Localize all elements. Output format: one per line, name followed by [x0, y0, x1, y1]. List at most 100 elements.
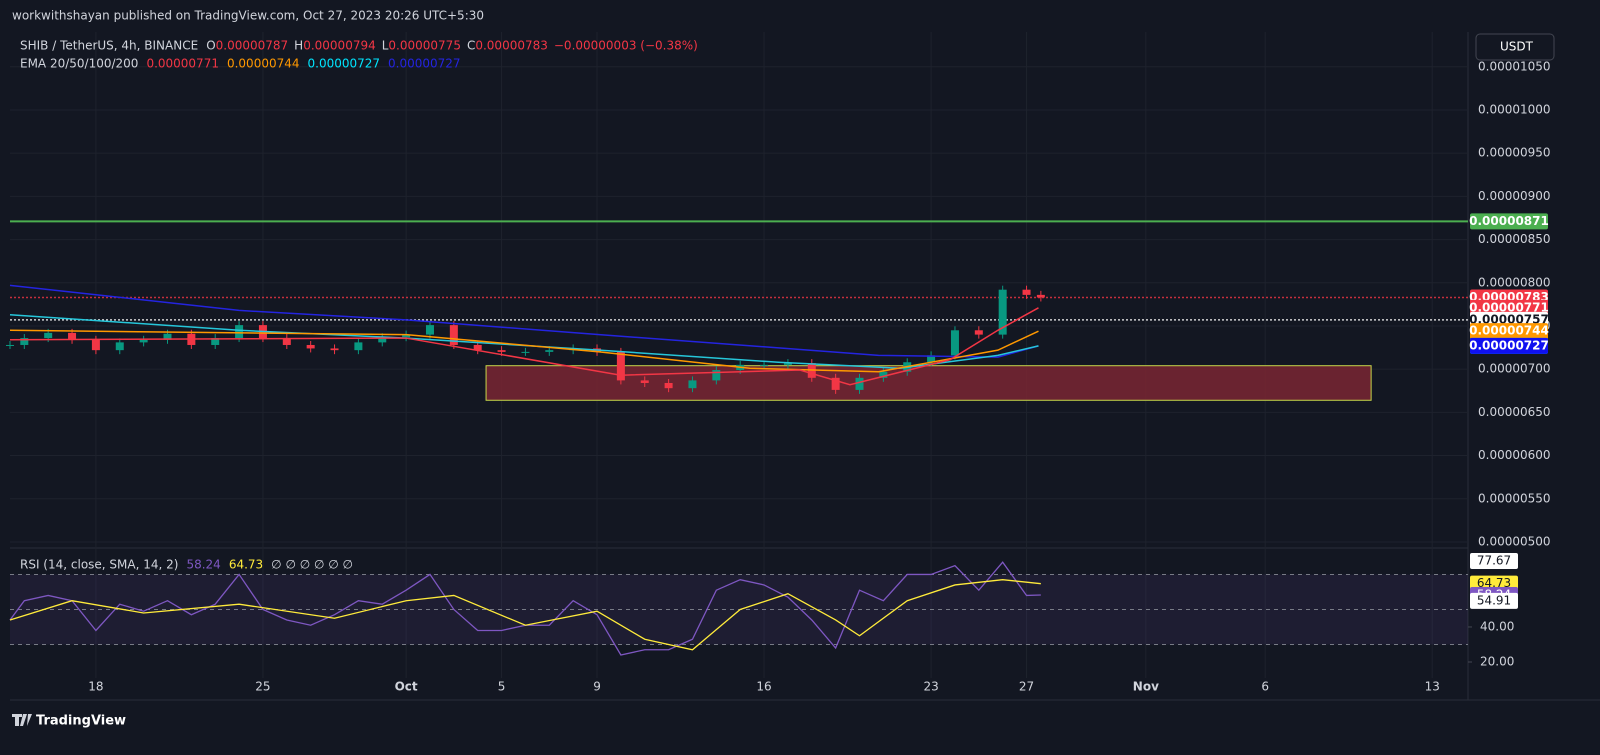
candle	[616, 351, 625, 381]
brand: TradingView	[36, 714, 126, 729]
rsi-legend-extra: ∅ ∅ ∅ ∅ ∅ ∅	[271, 558, 353, 572]
rsi-line	[9, 579, 1041, 651]
candle	[20, 338, 29, 345]
candle	[712, 370, 721, 381]
candle	[927, 355, 936, 363]
indicator-line	[9, 329, 1039, 373]
rsi-label: 64.73	[1477, 576, 1511, 590]
y-tick-label: 0.00001050	[1478, 59, 1551, 73]
indicator-line	[9, 284, 1039, 358]
y-tick-label: 0.00000700	[1478, 362, 1551, 376]
x-tick-label: 16	[756, 680, 771, 694]
candle	[402, 334, 411, 338]
zone	[485, 365, 1372, 401]
change: −0.00000003 (−0.38%)	[554, 39, 698, 53]
candle	[68, 332, 77, 340]
x-tick-label: 23	[923, 680, 938, 694]
ohlc-label: L	[382, 39, 389, 53]
candle	[760, 364, 769, 366]
x-tick-label: Nov	[1133, 680, 1159, 694]
candle	[545, 350, 554, 352]
ohlc-label: H	[294, 39, 303, 53]
ohlc-value: 0.00000775	[388, 39, 461, 53]
currency[interactable]: USDT	[1500, 40, 1534, 54]
candle	[855, 377, 864, 390]
currency-button[interactable]	[1475, 33, 1555, 61]
publisher: workwithshayan published on TradingView.…	[12, 9, 484, 23]
y-tick-label: 20.00	[1480, 655, 1514, 669]
y-tick-label: 0.00000500	[1478, 534, 1551, 548]
y-tick-label: 0.00000900	[1478, 189, 1551, 203]
rsi-label: 54.91	[1477, 593, 1511, 607]
ohlc-label: C	[467, 39, 475, 53]
logo	[12, 714, 32, 726]
candle	[115, 342, 124, 351]
y-tick-label: 40.00	[1480, 619, 1514, 633]
x-tick-label: 13	[1425, 680, 1440, 694]
ohlc-value: 0.00000783	[475, 39, 548, 53]
candle	[425, 325, 434, 335]
candle	[521, 351, 530, 353]
candle	[497, 350, 506, 352]
candle	[44, 332, 53, 339]
candle	[330, 348, 339, 351]
y-tick-label: 0.00001000	[1478, 102, 1551, 116]
rsi-legend-value: 58.24	[186, 558, 220, 572]
price-label-box	[1470, 323, 1548, 340]
indicator-value: 0.00000727	[308, 57, 381, 71]
legend-title: SHIB / TetherUS, 4h, BINANCE	[20, 39, 198, 53]
y-tick-label: 0.00000950	[1478, 146, 1551, 160]
x-tick-label: 18	[88, 680, 103, 694]
candle	[6, 344, 14, 346]
y-tick-label: 0.00000650	[1478, 405, 1551, 419]
indicator-value: 0.00000744	[227, 57, 300, 71]
candle	[950, 330, 959, 356]
rsi-legend-value: 64.73	[229, 558, 263, 572]
rsi-label: 77.67	[1477, 554, 1511, 568]
price-label-box	[1470, 337, 1548, 354]
x-tick-label: 6	[1261, 680, 1269, 694]
y-tick-label: 0.00000600	[1478, 448, 1551, 462]
x-tick-label: 5	[498, 680, 506, 694]
rsi-title: RSI (14, close, SMA, 14, 2)	[20, 558, 178, 572]
y-tick-label: 0.00000550	[1478, 491, 1551, 505]
candle	[879, 371, 888, 378]
price-label-box	[1470, 213, 1548, 230]
indicator-value: 0.00000727	[388, 57, 461, 71]
candle	[688, 380, 697, 389]
candle	[139, 339, 148, 343]
candle	[449, 325, 458, 345]
indicator-value: 0.00000771	[146, 57, 219, 71]
price-label-box	[1470, 299, 1548, 316]
candle	[1022, 289, 1031, 295]
ohlc-value: 0.00000787	[216, 39, 289, 53]
price-label: 0.00000757	[1469, 312, 1549, 326]
candle	[831, 377, 840, 390]
candle	[306, 344, 315, 349]
ohlc-value: 0.00000794	[303, 39, 376, 53]
y-tick-label: 0.00000850	[1478, 232, 1551, 246]
indicator-line	[9, 313, 1039, 370]
price-label: 0.00000727	[1469, 338, 1549, 352]
x-tick-label: 27	[1019, 680, 1034, 694]
price-label: 0.00000744	[1469, 324, 1549, 338]
logo-mark	[12, 714, 32, 726]
indicator-line	[9, 307, 1039, 386]
x-tick-label: Oct	[395, 680, 418, 694]
candle	[235, 325, 244, 339]
candle	[354, 342, 363, 351]
x-tick-label: 25	[255, 680, 270, 694]
candle	[282, 338, 291, 345]
y-tick-label: 0.00000800	[1478, 275, 1551, 289]
candle	[378, 337, 387, 343]
candle	[163, 333, 172, 340]
candle	[91, 339, 100, 351]
ohlc-label: O	[206, 39, 215, 53]
price-label: 0.00000871	[1469, 214, 1549, 228]
candle	[211, 338, 220, 345]
candle	[1036, 294, 1045, 298]
rsi-label-box	[1470, 592, 1518, 609]
x-tick-label: 9	[593, 680, 601, 694]
